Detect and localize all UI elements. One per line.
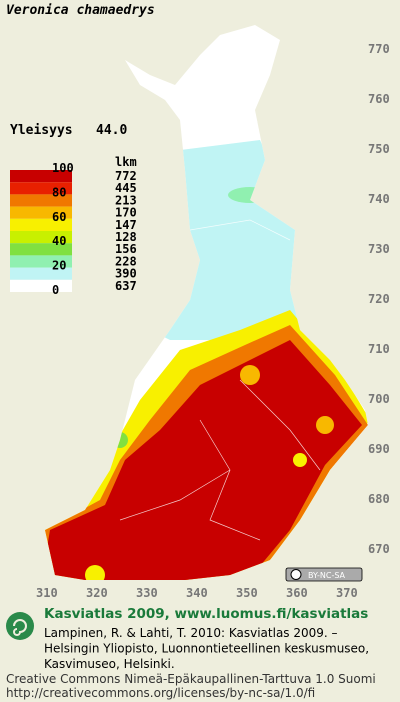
grid-labels: 770 760 750 740 730 720 710 700 690 680 670 310 320 3… <box>36 42 390 600</box>
citation-line: Helsingin Yliopisto, Luonnontieteellinen… <box>44 642 369 656</box>
northing-label: 740 <box>368 192 390 206</box>
frequency-label: Yleisyys <box>10 123 73 138</box>
legend-count: 445 <box>115 181 137 195</box>
easting-label: 360 <box>286 586 308 600</box>
count-header: lkm <box>115 155 137 169</box>
legend-swatch <box>10 194 72 207</box>
footer-heading: Kasviatlas 2009, www.luomus.fi/kasviatla… <box>44 606 368 622</box>
license-badge: BY-NC-SA <box>285 567 363 582</box>
northing-label: 700 <box>368 392 390 406</box>
badge-text: BY-NC-SA <box>308 571 346 580</box>
legend-scale-label: 100 <box>52 161 74 175</box>
easting-label: 340 <box>186 586 208 600</box>
legend-count: 170 <box>115 206 137 220</box>
easting-label: 370 <box>336 586 358 600</box>
easting-label: 330 <box>136 586 158 600</box>
license-line: http://creativecommons.org/licenses/by-n… <box>6 686 315 700</box>
legend-scale-label: 60 <box>52 210 66 224</box>
legend-swatch <box>10 255 72 268</box>
citation-line: Kasvimuseo, Helsinki. <box>44 657 175 671</box>
species-title: Veronica chamaedrys <box>6 3 155 18</box>
easting-label: 320 <box>86 586 108 600</box>
northing-label: 720 <box>368 292 390 306</box>
easting-label: 350 <box>236 586 258 600</box>
northing-label: 750 <box>368 142 390 156</box>
legend-swatch <box>10 206 72 219</box>
legend-swatch <box>10 182 72 195</box>
legend-count: 637 <box>115 279 137 293</box>
legend-count: 228 <box>115 254 137 268</box>
legend-count: 390 <box>115 267 137 281</box>
legend-scale-label: 0 <box>52 283 59 297</box>
easting-label: 310 <box>36 586 58 600</box>
northing-label: 730 <box>368 242 390 256</box>
northing-label: 760 <box>368 92 390 106</box>
logo <box>6 612 34 640</box>
northing-label: 770 <box>368 42 390 56</box>
legend-count: 128 <box>115 230 137 244</box>
northing-label: 710 <box>368 342 390 356</box>
legend-scale-label: 80 <box>52 185 66 199</box>
legend-swatch <box>10 267 72 280</box>
legend-swatch <box>10 231 72 244</box>
legend-scale-label: 40 <box>52 234 66 248</box>
citation-line: Lampinen, R. & Lahti, T. 2010: Kasviatla… <box>44 626 338 640</box>
legend: 100 80 60 40 20 0 7724452131701471281562283906… <box>10 161 137 297</box>
northing-label: 690 <box>368 442 390 456</box>
legend-swatch <box>10 170 72 183</box>
northing-label: 680 <box>368 492 390 506</box>
legend-scale-label: 20 <box>52 259 66 273</box>
license-line: Creative Commons Nimeä-Epäkaupallinen-Ta… <box>6 672 376 686</box>
legend-count: 213 <box>115 193 137 207</box>
northing-label: 670 <box>368 542 390 556</box>
legend-count: 147 <box>115 218 137 232</box>
footer-text: Lampinen, R. & Lahti, T. 2010: Kasviatla… <box>6 626 376 700</box>
legend-swatch <box>10 279 72 292</box>
legend-count: 772 <box>115 169 137 183</box>
legend-swatch <box>10 218 72 231</box>
legend-swatch <box>10 243 72 256</box>
frequency-value: 44.0 <box>96 123 127 138</box>
legend-count: 156 <box>115 242 137 256</box>
